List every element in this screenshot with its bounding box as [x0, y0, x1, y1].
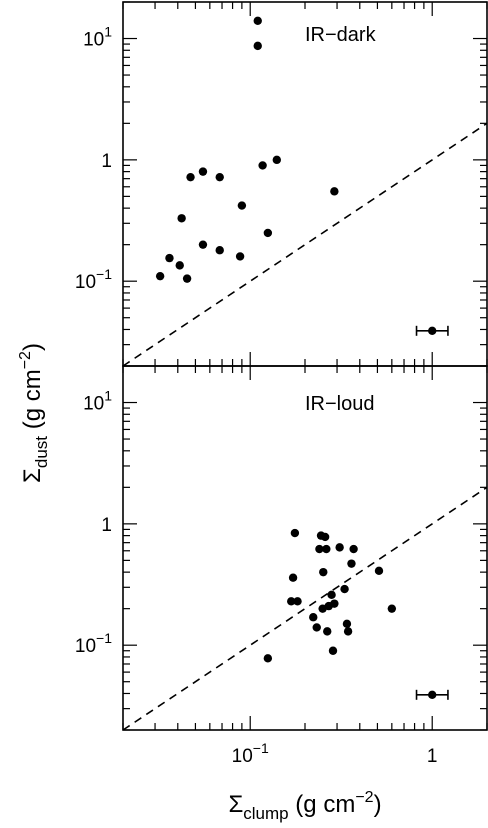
x-axis-label-close: ) — [374, 791, 382, 818]
panel-label: IR−dark — [305, 24, 377, 46]
plot-frame — [122, 365, 488, 731]
data-point — [330, 599, 339, 608]
data-point — [342, 619, 352, 629]
y-tick-label-base: 10 — [83, 30, 104, 51]
x-axis-label-symbol: Σ — [228, 791, 243, 818]
data-point — [182, 274, 192, 283]
data-point — [320, 532, 330, 542]
data-point — [288, 573, 298, 582]
data-point — [175, 261, 184, 270]
data-point — [215, 246, 224, 255]
y-tick-label-exponent: −1 — [96, 266, 112, 282]
y-axis-label-unit: (g cm — [19, 369, 46, 436]
data-point — [349, 544, 358, 554]
x-tick-label: 10−1 — [232, 740, 269, 767]
data-point — [198, 167, 208, 176]
x-tick-label-base: 10 — [232, 746, 253, 767]
data-point — [258, 161, 267, 170]
data-point — [165, 253, 174, 263]
data-point — [186, 172, 195, 182]
x-tick-label: 1 — [427, 746, 438, 767]
data-point — [330, 187, 339, 196]
y-tick-label: 1 — [101, 515, 112, 536]
data-point — [293, 597, 302, 606]
data-point — [347, 559, 356, 568]
y-axis-label-exponent: −2 — [17, 351, 34, 369]
y-tick-label-exponent: −1 — [96, 630, 112, 646]
x-axis-label-unit: (g cm — [289, 791, 356, 818]
y-tick-label-base: 10 — [75, 272, 96, 293]
data-point — [315, 544, 324, 554]
x-axis-label-subscript: clump — [243, 804, 288, 823]
data-point — [374, 566, 384, 576]
data-point — [215, 172, 224, 182]
plot-frame — [122, 1, 488, 367]
error-bar-point — [428, 690, 437, 700]
data-point — [235, 252, 245, 261]
x-axis-label-exponent: −2 — [355, 789, 373, 806]
y-tick-label: 10−1 — [75, 266, 112, 293]
x-axis-label: Σclump (g cm−2) — [228, 789, 381, 823]
data-point — [253, 16, 262, 25]
y-tick-label: 101 — [83, 388, 112, 415]
data-point — [263, 228, 273, 238]
data-point — [335, 543, 344, 552]
data-point — [340, 584, 349, 594]
data-point — [327, 590, 336, 600]
y-axis-label: Σdust (g cm−2) — [17, 343, 51, 483]
data-point — [322, 544, 331, 554]
data-point — [319, 567, 328, 577]
y-tick-label-base: 1 — [101, 515, 112, 536]
y-tick-label-base: 10 — [75, 636, 96, 657]
data-point — [237, 201, 247, 210]
y-axis-label-symbol: Σ — [19, 468, 46, 483]
data-point — [155, 271, 165, 281]
data-point — [177, 214, 186, 223]
error-bar-point — [428, 326, 437, 336]
data-point — [198, 240, 208, 249]
y-tick-label-base: 1 — [101, 151, 112, 172]
y-tick-label: 1 — [101, 151, 112, 172]
y-axis-label-close: ) — [19, 343, 46, 351]
panel-label: IR−loud — [305, 393, 375, 415]
y-tick-label-exponent: 1 — [104, 24, 112, 40]
data-point — [323, 627, 332, 636]
data-point — [253, 41, 262, 51]
data-point — [290, 528, 300, 538]
y-tick-label-base: 10 — [83, 394, 104, 415]
data-point — [287, 597, 296, 606]
data-point — [343, 627, 353, 636]
reference-line — [122, 486, 488, 731]
data-point — [309, 613, 318, 622]
y-tick-label: 101 — [83, 24, 112, 51]
data-point — [312, 623, 321, 632]
y-tick-label: 10−1 — [75, 630, 112, 657]
data-point — [387, 604, 397, 613]
data-point — [328, 646, 338, 655]
x-tick-label-base: 1 — [427, 746, 438, 767]
y-axis-label-subscript: dust — [32, 436, 51, 468]
y-tick-label-exponent: 1 — [104, 388, 112, 404]
data-point — [263, 654, 273, 663]
x-tick-label-exponent: −1 — [253, 740, 269, 756]
data-point — [272, 155, 282, 165]
reference-line — [122, 122, 488, 367]
